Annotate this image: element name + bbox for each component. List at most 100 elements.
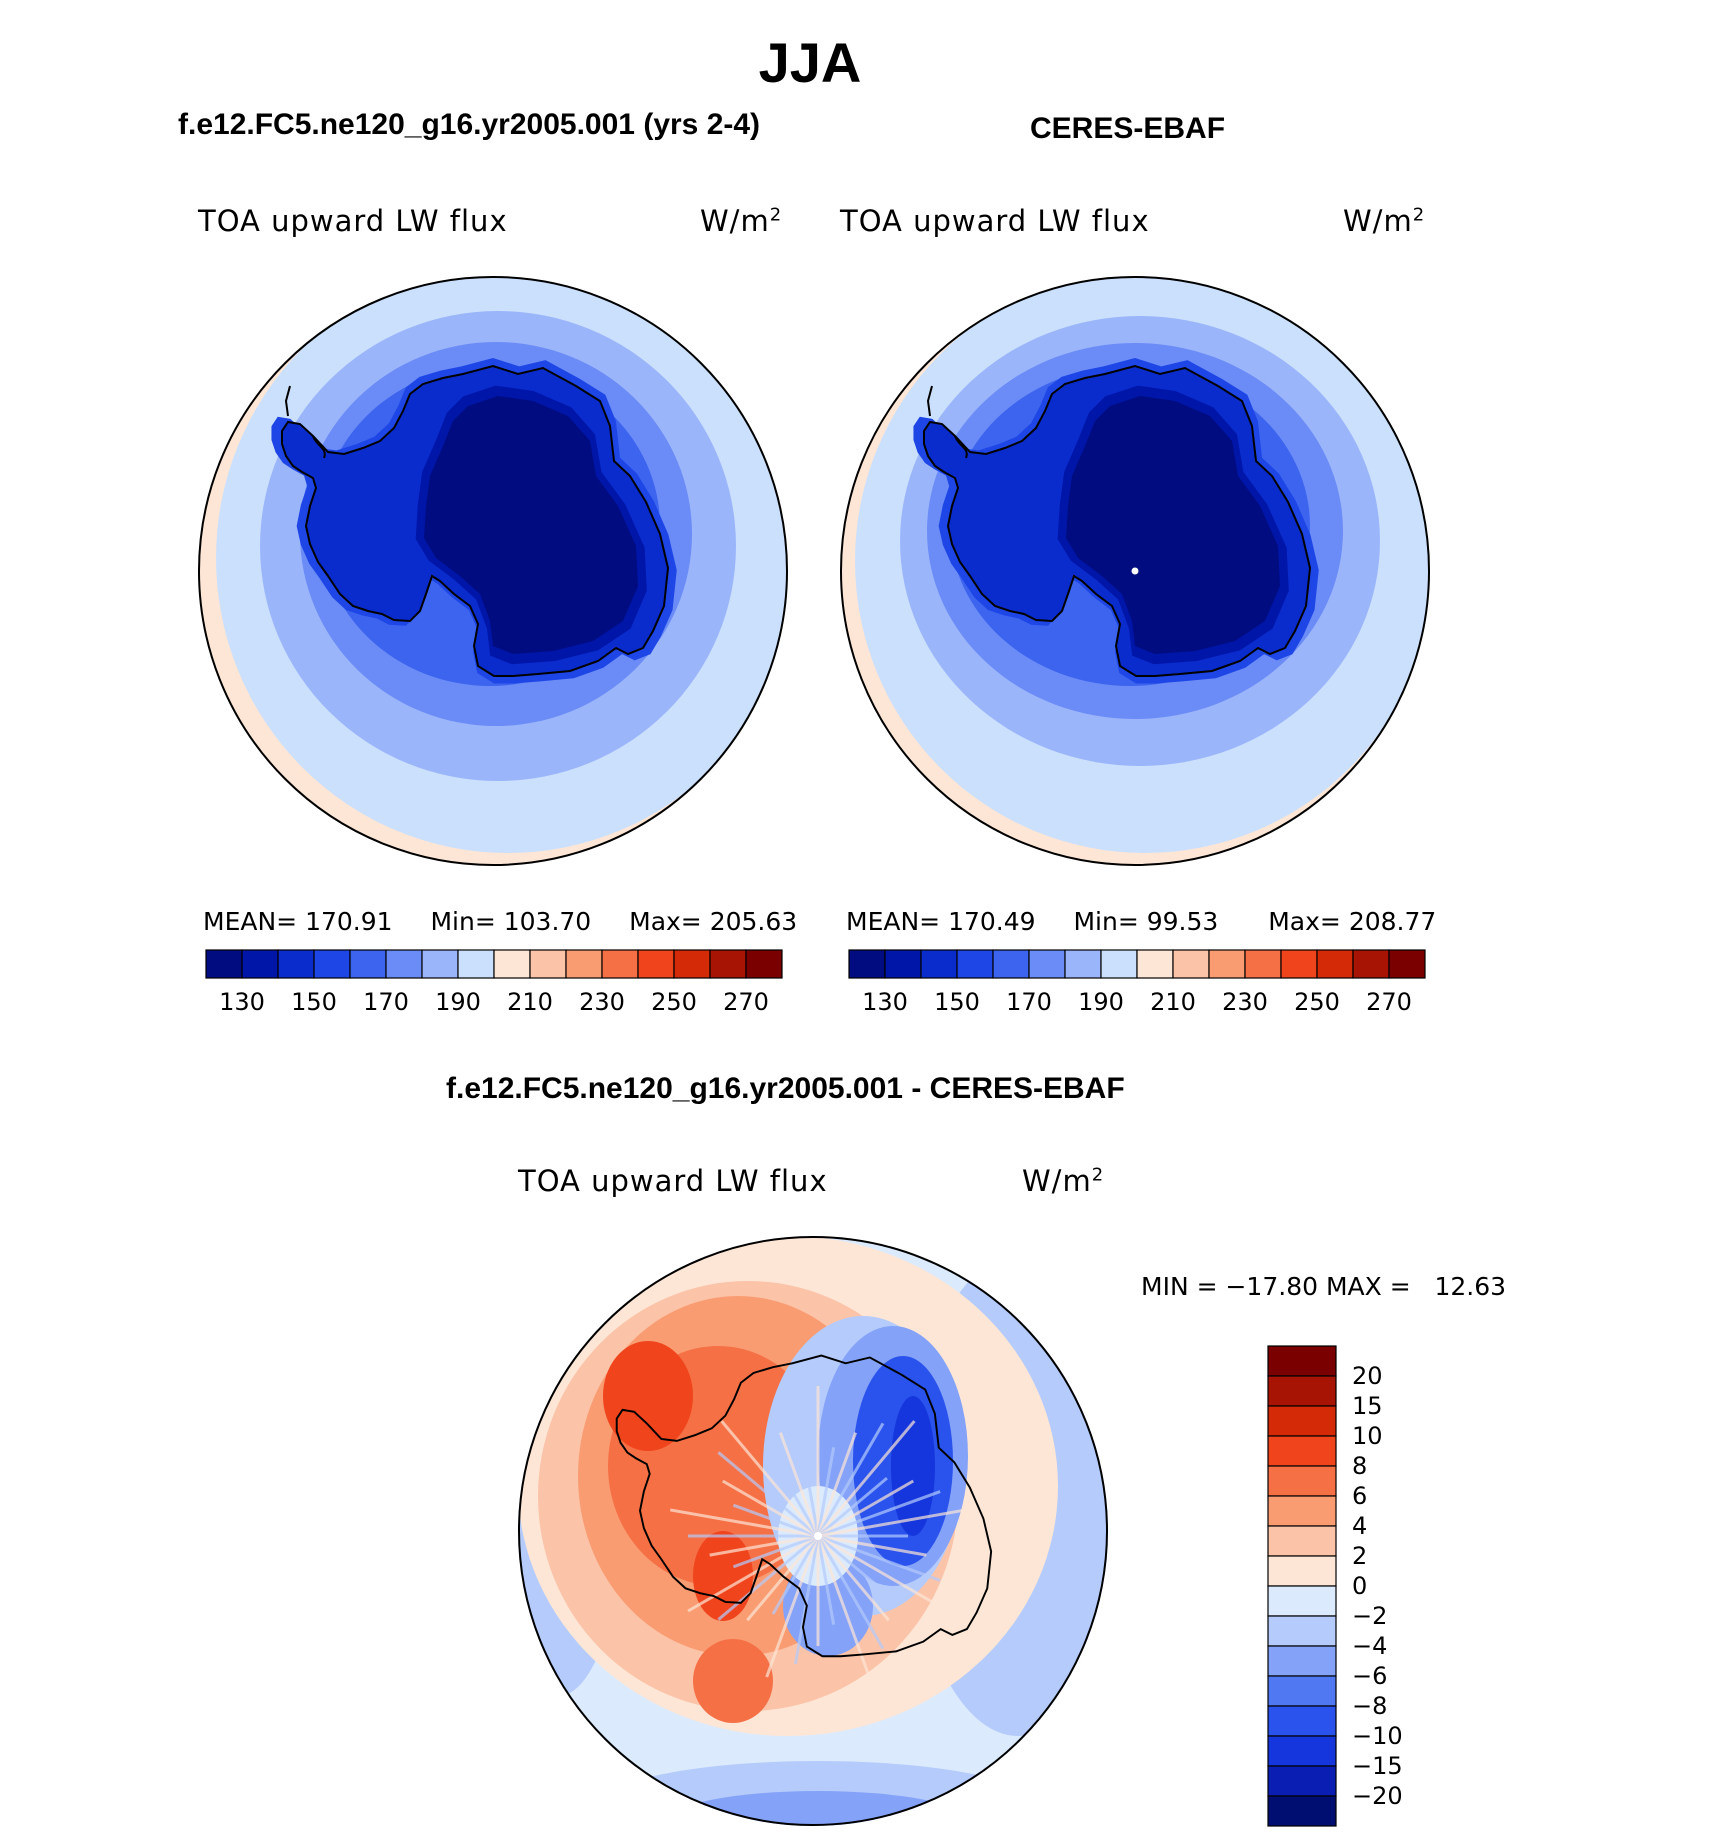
colorbar-swatch <box>709 949 747 979</box>
colorbar-swatch <box>1064 949 1102 979</box>
panel-obs-variable: TOA upward LW flux <box>840 204 1150 238</box>
colorbar-swatch <box>1267 1585 1337 1617</box>
field-streak <box>817 1477 888 1538</box>
mean-label: MEAN= <box>203 907 298 936</box>
colorbar-swatch <box>1267 1615 1337 1647</box>
colorbar-swatch <box>848 949 886 979</box>
max-value: 205.63 <box>709 907 798 936</box>
colorbar-swatch <box>1267 1495 1337 1527</box>
min-label: Min= <box>1073 907 1139 936</box>
colorbar-swatch <box>956 949 994 979</box>
field-streak <box>720 1420 820 1537</box>
colorbar-tick-label: 10 <box>1352 1422 1383 1450</box>
colorbar-tick-label: −20 <box>1352 1782 1403 1810</box>
coastline <box>281 364 670 677</box>
peninsula-coast <box>284 385 291 417</box>
map-model <box>198 276 788 866</box>
field-streak <box>717 1534 819 1621</box>
field-streak <box>778 1432 820 1537</box>
max-label: Max= <box>629 907 702 936</box>
colorbar-swatch <box>1267 1375 1337 1407</box>
panel-obs-units: W/m2 <box>1343 204 1426 238</box>
field-streak <box>771 1535 820 1615</box>
colorbar-observation: 130 150 170 190 210 230 250 270 <box>848 949 1426 1016</box>
colorbar-swatch <box>241 949 279 979</box>
colorbar-swatch <box>601 949 639 979</box>
map-boundary <box>198 276 788 866</box>
field-streak <box>721 1479 819 1538</box>
colorbar-tick-label: −15 <box>1352 1752 1403 1780</box>
panel-diff-stats: MIN = −17.80 MAX = 12.63 <box>1141 1272 1507 1301</box>
colorbar-tick-label: 250 <box>651 988 697 1016</box>
colorbar-tick-label: −2 <box>1352 1602 1387 1630</box>
colorbar-swatch <box>1244 949 1282 979</box>
field-streak <box>816 1420 916 1537</box>
colorbar-swatch <box>277 949 315 979</box>
panel-diff-units: W/m2 <box>1022 1164 1105 1198</box>
field-streak <box>816 1447 836 1537</box>
field-band-130 <box>1066 396 1280 654</box>
colorbar-swatch <box>457 949 495 979</box>
field-streak <box>817 1479 915 1538</box>
min-label: Min= <box>430 907 496 936</box>
coastline <box>923 364 1312 677</box>
colorbar-tick-label: 250 <box>1294 988 1340 1016</box>
colorbar-tick-label: 130 <box>862 988 908 1016</box>
field-8-10b <box>693 1531 753 1621</box>
colorbar-tick-label: 270 <box>1366 988 1412 1016</box>
field-streak <box>817 1534 888 1595</box>
colorbar-swatch <box>493 949 531 979</box>
field-streak <box>732 1534 819 1569</box>
field-streak <box>771 1457 820 1537</box>
field-streak <box>816 1432 858 1537</box>
mean-label: MEAN= <box>846 907 941 936</box>
colorbar-swatch <box>349 949 387 979</box>
colorbar-swatch <box>1316 949 1354 979</box>
colorbar-tick-label: 0 <box>1352 1572 1367 1600</box>
colorbar-tick-label: −8 <box>1352 1692 1387 1720</box>
field-east-minus10 <box>891 1396 935 1536</box>
map-boundary <box>840 276 1430 866</box>
colorbar-swatch <box>1267 1555 1337 1587</box>
ice-shelf-coast <box>954 435 968 459</box>
panel-model-units: W/m2 <box>700 204 783 238</box>
min-value: 99.53 <box>1146 907 1219 936</box>
panel-model-variable: TOA upward LW flux <box>198 204 508 238</box>
colorbar-swatch <box>1172 949 1210 979</box>
colorbar-tick-label: −6 <box>1352 1662 1387 1690</box>
colorbar-swatch <box>1267 1735 1337 1767</box>
field-streak <box>817 1534 949 1613</box>
peninsula-coast <box>926 385 933 417</box>
colorbar-swatch <box>1267 1765 1337 1797</box>
flux-field <box>840 276 1430 866</box>
colorbar-swatch <box>385 949 423 979</box>
field-streak <box>765 1535 820 1678</box>
max-label: Max= <box>1268 907 1341 936</box>
colorbar-tick-label: 230 <box>579 988 625 1016</box>
field-streak <box>793 1535 820 1665</box>
colorbar-swatch <box>637 949 675 979</box>
pole-missing-data <box>814 1532 822 1540</box>
colorbar-tick-label: 210 <box>1150 988 1196 1016</box>
colorbar-swatch <box>1352 949 1390 979</box>
colorbar-tick-label: 230 <box>1222 988 1268 1016</box>
colorbar-swatch <box>205 949 243 979</box>
colorbar-tick-label: 8 <box>1352 1452 1367 1480</box>
field-streak <box>793 1407 820 1537</box>
field-streak <box>817 1508 966 1538</box>
colorbar-swatch <box>1267 1675 1337 1707</box>
field-rim-south2 <box>668 1791 968 1826</box>
colorbar-swatch <box>1208 949 1246 979</box>
colorbar-swatch <box>1100 949 1138 979</box>
colorbar-swatch <box>313 949 351 979</box>
ice-shelf-coast <box>312 435 326 459</box>
colorbar-tick-label: 210 <box>507 988 553 1016</box>
map-observation <box>840 276 1430 866</box>
pole-missing-data <box>1131 567 1139 575</box>
flux-field <box>198 276 788 866</box>
colorbar-swatch <box>1388 949 1426 979</box>
figure-title: JJA <box>758 31 862 94</box>
colorbar-tick-label: −4 <box>1352 1632 1387 1660</box>
colorbar-swatch <box>421 949 459 979</box>
